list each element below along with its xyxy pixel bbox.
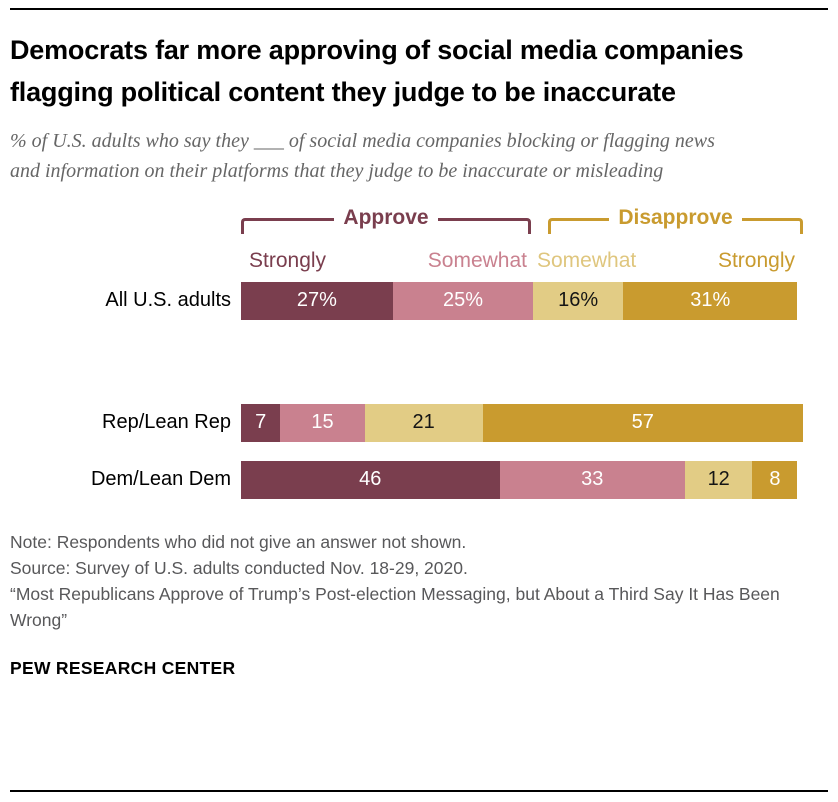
segment-strongly-approve: 46: [241, 460, 500, 499]
segment-somewhat-disapprove: 21: [364, 403, 483, 442]
approve-bracket: Approve: [241, 206, 531, 234]
bar-row: Dem/Lean Dem 46 33 12 8: [10, 460, 828, 499]
report-title-line: “Most Republicans Approve of Trump’s Pos…: [10, 584, 780, 631]
segment-somewhat-approve: 25%: [392, 281, 534, 320]
segment-strongly-approve: 7: [241, 403, 281, 442]
bar-rows: All U.S. adults 27% 25% 16% 31% Rep/Lean Rep 7…: [10, 281, 828, 499]
bracket-line: [548, 217, 610, 234]
category-label: Dem/Lean Dem: [90, 468, 231, 491]
brand-pew-research-center: PEW RESEARCH CENTER: [10, 657, 236, 678]
legend: Approve Disapprove Strongly Somewhat Som…: [241, 206, 803, 282]
disapprove-label: Disapprove: [618, 205, 733, 229]
stacked-bar-chart: Approve Disapprove Strongly Somewhat Som…: [10, 206, 828, 499]
legend-somewhat-disapprove: Somewhat: [537, 248, 637, 272]
bar-row: Rep/Lean Rep 7 15 21 57: [10, 403, 828, 442]
footnotes: Note: Respondents who did not give an an…: [10, 529, 810, 634]
bottom-rule: [10, 790, 828, 792]
source-line: Source: Survey of U.S. adults conducted …: [10, 557, 468, 578]
stacked-bar: 7 15 21 57: [241, 403, 803, 442]
category-label: Rep/Lean Rep: [102, 411, 231, 434]
segment-strongly-disapprove: 8: [752, 460, 798, 499]
segment-strongly-disapprove: 31%: [623, 281, 798, 320]
chart-title: Democrats far more approving of social m…: [10, 35, 744, 107]
segment-somewhat-approve: 15: [280, 403, 365, 442]
stacked-bar: 27% 25% 16% 31%: [241, 281, 798, 320]
bracket-line: [437, 217, 531, 234]
segment-somewhat-disapprove: 12: [684, 460, 753, 499]
legend-strongly-approve: Strongly: [249, 248, 327, 272]
approve-label: Approve: [343, 205, 429, 229]
segment-strongly-disapprove: 57: [482, 403, 803, 442]
bracket-line: [741, 217, 803, 234]
category-label: All U.S. adults: [105, 289, 231, 312]
note-line: Note: Respondents who did not give an an…: [10, 531, 467, 552]
bracket-line: [241, 217, 335, 234]
segment-somewhat-disapprove: 16%: [533, 281, 624, 320]
segment-somewhat-approve: 33: [499, 460, 685, 499]
segment-strongly-approve: 27%: [241, 281, 393, 320]
stacked-bar: 46 33 12 8: [241, 460, 798, 499]
legend-strongly-disapprove: Strongly: [717, 248, 795, 272]
legend-somewhat-approve: Somewhat: [427, 248, 527, 272]
top-rule: [10, 8, 828, 10]
disapprove-bracket: Disapprove: [548, 206, 803, 234]
chart-subtitle: % of U.S. adults who say they ___ of soc…: [10, 129, 715, 182]
bar-row: All U.S. adults 27% 25% 16% 31%: [10, 281, 828, 320]
